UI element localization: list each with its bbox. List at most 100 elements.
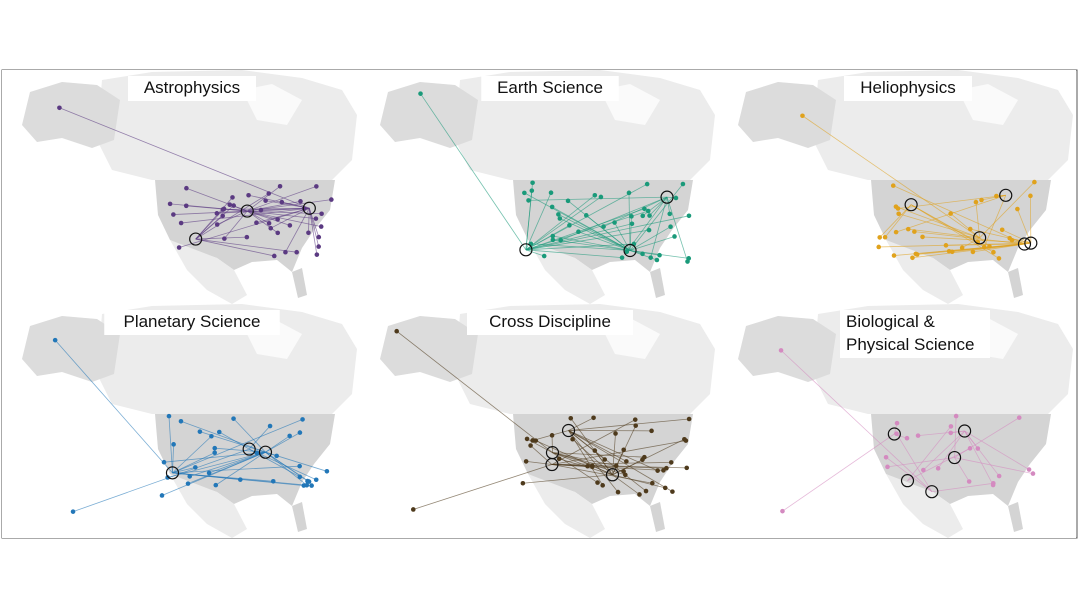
connection <box>525 196 602 251</box>
site <box>206 470 212 476</box>
site <box>1016 415 1022 420</box>
connection <box>215 451 266 486</box>
site <box>306 230 311 236</box>
site <box>624 459 629 464</box>
site <box>948 424 954 429</box>
site <box>885 464 890 470</box>
hub <box>623 243 637 258</box>
site <box>891 253 897 258</box>
site <box>297 474 303 480</box>
connection <box>413 464 553 510</box>
connection <box>552 452 598 483</box>
site <box>57 105 62 111</box>
panel-title: Astrophysics <box>144 78 240 97</box>
site <box>524 436 530 442</box>
site <box>568 415 574 421</box>
hub <box>660 190 674 204</box>
title-bg <box>467 310 633 335</box>
map-panel: Biological & Physical Science <box>718 304 1076 538</box>
connection <box>524 192 631 251</box>
connection <box>195 193 269 240</box>
site <box>645 208 651 214</box>
site <box>263 198 268 203</box>
map-content <box>360 304 718 538</box>
panels: Astrophysics Earth Science Heliophysics Pla… <box>2 70 1076 538</box>
connection <box>172 467 196 474</box>
site <box>314 252 320 257</box>
site <box>212 445 218 451</box>
site <box>161 459 167 465</box>
connection <box>918 430 965 437</box>
connection <box>954 416 957 458</box>
connection <box>173 210 248 215</box>
title-bg <box>481 76 619 101</box>
site <box>619 255 625 260</box>
site <box>557 216 563 221</box>
site <box>583 213 589 218</box>
site <box>297 463 302 469</box>
site <box>959 245 965 251</box>
site <box>318 224 324 229</box>
hub <box>999 188 1013 202</box>
site <box>621 447 627 453</box>
connection <box>629 250 660 256</box>
site <box>171 212 176 217</box>
hub <box>605 468 620 482</box>
site <box>800 113 805 119</box>
site <box>987 244 992 249</box>
site <box>267 423 273 429</box>
title-bg <box>840 310 990 358</box>
site <box>570 436 575 442</box>
site <box>685 259 690 264</box>
site <box>644 181 650 187</box>
site <box>297 430 303 435</box>
site <box>313 477 319 483</box>
site <box>626 190 632 196</box>
connection <box>248 425 271 450</box>
connection <box>649 196 668 216</box>
connection <box>964 430 1030 470</box>
site <box>418 91 423 96</box>
site <box>585 463 590 469</box>
connection <box>525 223 633 251</box>
connection <box>782 433 895 512</box>
connection <box>586 215 631 251</box>
connection <box>897 194 1006 209</box>
site <box>171 442 176 447</box>
site <box>948 430 954 436</box>
hub <box>302 201 316 215</box>
site <box>1028 193 1033 199</box>
map-content <box>718 70 1076 304</box>
site <box>657 252 662 258</box>
connection <box>525 229 650 251</box>
connection <box>802 115 980 239</box>
connection <box>247 210 291 226</box>
site <box>650 480 655 486</box>
site <box>686 416 692 422</box>
site <box>896 211 901 217</box>
site <box>629 214 634 219</box>
site <box>244 234 250 240</box>
connection <box>172 435 212 474</box>
panel-title: Heliophysics <box>860 78 955 97</box>
site <box>70 509 76 514</box>
site <box>996 473 1002 479</box>
site <box>877 235 883 240</box>
site <box>629 221 635 227</box>
map-panel: Astrophysics <box>2 70 360 304</box>
site <box>178 419 184 424</box>
site <box>394 328 399 334</box>
connection <box>199 431 266 453</box>
connection <box>525 249 623 259</box>
site <box>277 184 283 189</box>
title-bg <box>844 76 972 101</box>
site <box>214 211 220 216</box>
connection <box>910 204 1000 259</box>
site <box>664 465 669 471</box>
connection <box>568 430 605 460</box>
connection <box>568 417 594 431</box>
site <box>991 249 996 255</box>
site <box>642 454 647 460</box>
connection <box>551 464 653 484</box>
site <box>600 483 605 488</box>
